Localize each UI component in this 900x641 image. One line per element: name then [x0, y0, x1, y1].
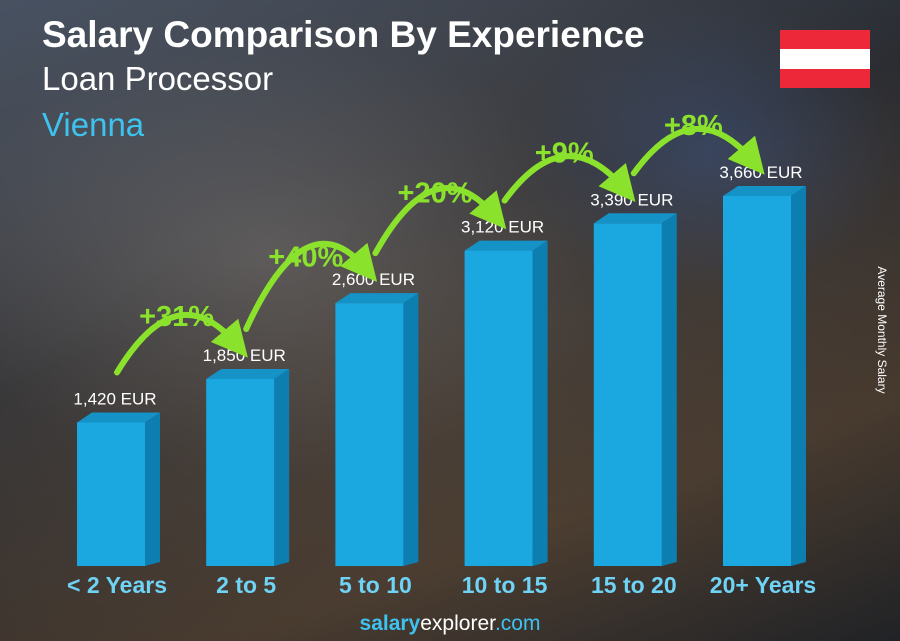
chart-title: Salary Comparison By Experience: [42, 14, 645, 55]
bar-side: [791, 186, 806, 566]
bar: [723, 196, 791, 566]
austria-flag-icon: [780, 30, 870, 88]
increase-label: +31%: [139, 301, 214, 333]
value-label: 3,660 EUR: [719, 163, 802, 182]
bar-top: [593, 213, 677, 224]
increase-arrow: [501, 153, 636, 204]
category-label: 15 to 20: [591, 572, 677, 598]
logo-tld: .com: [494, 612, 541, 635]
category-label: 5 to 10: [339, 572, 412, 598]
bar-top: [77, 412, 160, 423]
value-label: 3,120 EUR: [461, 218, 544, 237]
bar-side: [145, 412, 160, 566]
bar-top: [206, 368, 290, 379]
bar: [77, 422, 145, 566]
bar-top: [335, 293, 419, 304]
bar: [464, 250, 533, 567]
value-label: 3,390 EUR: [590, 190, 673, 209]
bar-top: [723, 186, 806, 196]
value-label: 1,850 EUR: [203, 346, 286, 365]
category-label: 2 to 5: [216, 572, 276, 598]
bar-side: [661, 213, 677, 566]
bar-top: [464, 240, 548, 251]
bar-side: [532, 240, 548, 567]
value-label: 2,600 EUR: [332, 270, 415, 289]
bar-side: [274, 368, 290, 566]
logo-rest: explorer: [420, 612, 495, 635]
bar: [593, 223, 662, 566]
category-label: 20+ Years: [710, 572, 816, 598]
logo-bold: salary: [359, 612, 421, 635]
value-label: 1,420 EUR: [73, 389, 156, 408]
increase-label: +9%: [535, 137, 594, 169]
category-label: 10 to 15: [462, 572, 548, 598]
increase-arrow: [372, 185, 507, 257]
bar: [335, 303, 404, 566]
increase-label: +8%: [664, 110, 723, 142]
city-name: Vienna: [42, 106, 145, 143]
job-title: Loan Processor: [42, 60, 274, 97]
category-label: < 2 Years: [67, 572, 167, 598]
increase-label: +20%: [398, 177, 473, 209]
bar-side: [403, 293, 419, 566]
increase-label: +40%: [268, 242, 343, 274]
increase-arrow: [243, 240, 378, 332]
increase-arrow: [630, 125, 765, 177]
increase-arrow: [114, 311, 248, 376]
site-logo[interactable]: salaryexplorer.com: [0, 612, 900, 636]
bar: [206, 378, 275, 566]
